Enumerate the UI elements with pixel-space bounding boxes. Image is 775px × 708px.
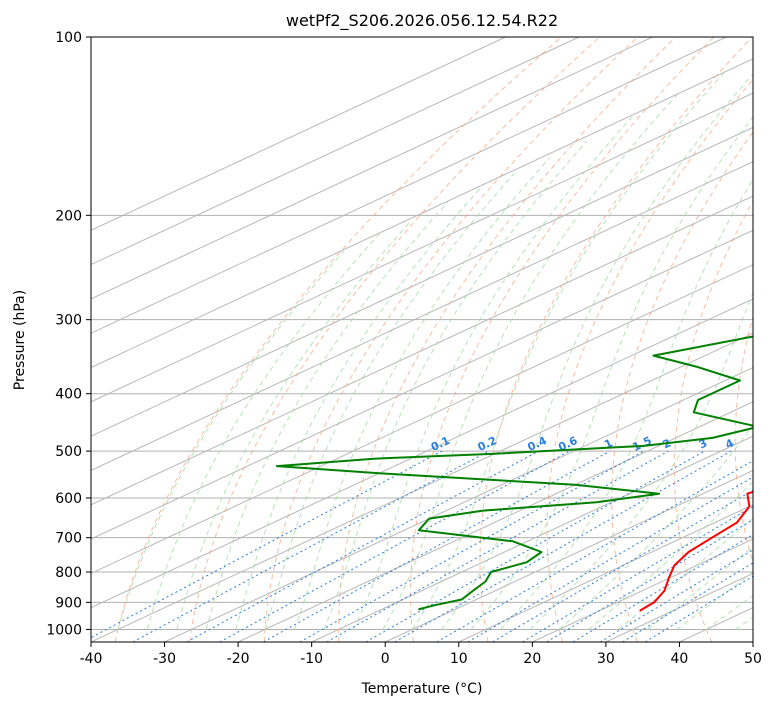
- mixing-ratio-line: [263, 450, 611, 642]
- x-tick-label: 30: [597, 651, 615, 667]
- moist-adiabat-line: [441, 73, 753, 630]
- moist-adiabat-line: [470, 116, 753, 630]
- isotherm-line: [164, 366, 753, 642]
- moist-adiabat-line: [617, 517, 753, 630]
- moist-adiabat-line: [529, 291, 753, 630]
- dry-adiabat-line: [546, 78, 753, 642]
- mixing-ratio-line: [91, 450, 443, 639]
- x-tick-label: 20: [523, 651, 541, 667]
- x-tick-label: -40: [80, 651, 103, 667]
- isotherm-line: [91, 229, 753, 540]
- isotherm-line: [91, 37, 506, 231]
- moist-adiabat-line: [117, 250, 345, 630]
- mixing-ratio-line: [132, 450, 489, 642]
- isotherm-line: [91, 298, 753, 609]
- isotherm-line: [91, 195, 753, 506]
- y-axis-ticks: 100 200 300 400 500 600 700 800 900 1000: [46, 30, 91, 638]
- y-tick-label: 400: [55, 387, 82, 403]
- temperature-line: [639, 490, 753, 612]
- mixing-ratio-line: [394, 450, 732, 642]
- moist-adiabat-line: [735, 616, 753, 630]
- y-tick-label: 100: [55, 30, 82, 46]
- dry-adiabat-line: [479, 37, 753, 642]
- isotherm-line: [385, 469, 753, 642]
- moist-adiabat-line: [558, 424, 753, 630]
- y-tick-label: 800: [55, 565, 82, 581]
- x-axis-ticks: -40 -30 -20 -10 0 10 20 30 40 50: [80, 642, 762, 667]
- isotherm-line: [91, 92, 753, 403]
- mixing-ratio-line: [365, 450, 705, 642]
- x-tick-label: 0: [381, 651, 390, 667]
- x-tick-label: -20: [227, 651, 250, 667]
- plot-frame: [90, 36, 754, 643]
- moist-adiabat-line: [323, 140, 588, 630]
- x-tick-label: -30: [153, 651, 176, 667]
- dry-adiabat-line: [734, 315, 753, 564]
- isotherm-line: [311, 435, 753, 642]
- isotherm-line: [91, 37, 580, 266]
- dewpoint-line: [275, 335, 753, 611]
- isotherm-line: [91, 126, 753, 437]
- x-tick-label: 40: [671, 651, 689, 667]
- isotherm-line: [91, 161, 753, 472]
- dry-adiabat-line: [189, 37, 600, 642]
- moist-adiabat-line: [176, 221, 411, 630]
- mixing-ratio-line: [467, 476, 753, 642]
- chart-title: wetPf2_S206.2026.056.12.54.R22: [286, 11, 558, 31]
- moist-adiabat-line: [146, 233, 380, 630]
- moist-adiabat-line: [235, 187, 481, 630]
- y-tick-label: 200: [55, 208, 82, 224]
- mixing-ratio-line: [622, 562, 753, 642]
- moist-adiabat-line: [293, 157, 550, 630]
- isotherm-line: [91, 264, 753, 574]
- profile-series: [275, 335, 753, 612]
- moist-adiabat-line: [500, 178, 753, 630]
- y-tick-label: 600: [55, 491, 82, 507]
- isotherm-line: [752, 641, 753, 642]
- mixing-ratio-lines: [91, 450, 753, 642]
- moist-adiabats: [117, 72, 753, 630]
- mixing-ratio-label: 1: [602, 436, 614, 451]
- y-tick-label: 900: [55, 595, 82, 611]
- x-tick-label: 10: [450, 651, 468, 667]
- dry-adiabat-line: [410, 37, 715, 642]
- y-tick-label: 1000: [46, 622, 82, 638]
- moist-adiabat-line: [352, 113, 635, 630]
- mixing-ratio-line: [492, 489, 753, 642]
- x-tick-label: -10: [300, 651, 323, 667]
- isotherm-line: [237, 401, 753, 642]
- isotherm-line: [532, 538, 753, 642]
- grid-layer: [91, 37, 753, 642]
- dry-adiabats: [114, 37, 753, 642]
- moist-adiabat-line: [264, 173, 515, 630]
- mixing-ratio-line: [546, 519, 753, 642]
- isotherm-line: [91, 58, 753, 369]
- y-tick-label: 700: [55, 531, 82, 547]
- y-axis-label: Pressure (hPa): [12, 290, 28, 390]
- moist-adiabat-line: [382, 94, 678, 630]
- mixing-ratio-line: [645, 575, 753, 642]
- dry-adiabat-line: [674, 199, 753, 642]
- isotherm-line: [458, 504, 753, 642]
- isotherm-line: [91, 37, 653, 300]
- mixing-ratio-line: [299, 450, 644, 642]
- x-axis-label: Temperature (°C): [361, 681, 483, 697]
- mixing-ratio-line: [436, 460, 753, 642]
- y-tick-label: 500: [55, 444, 82, 460]
- mixing-ratio-line: [522, 505, 753, 642]
- moist-adiabat-line: [205, 201, 449, 630]
- mixing-ratio-line: [572, 534, 753, 642]
- dry-adiabat-line: [114, 37, 562, 642]
- mixing-ratio-line: [599, 549, 753, 642]
- dry-adiabat-line: [263, 37, 639, 642]
- moist-adiabat-line: [706, 594, 753, 630]
- y-tick-label: 300: [55, 313, 82, 329]
- x-tick-label: 50: [744, 651, 762, 667]
- isotherm-line: [91, 37, 727, 334]
- dry-adiabat-line: [338, 37, 677, 642]
